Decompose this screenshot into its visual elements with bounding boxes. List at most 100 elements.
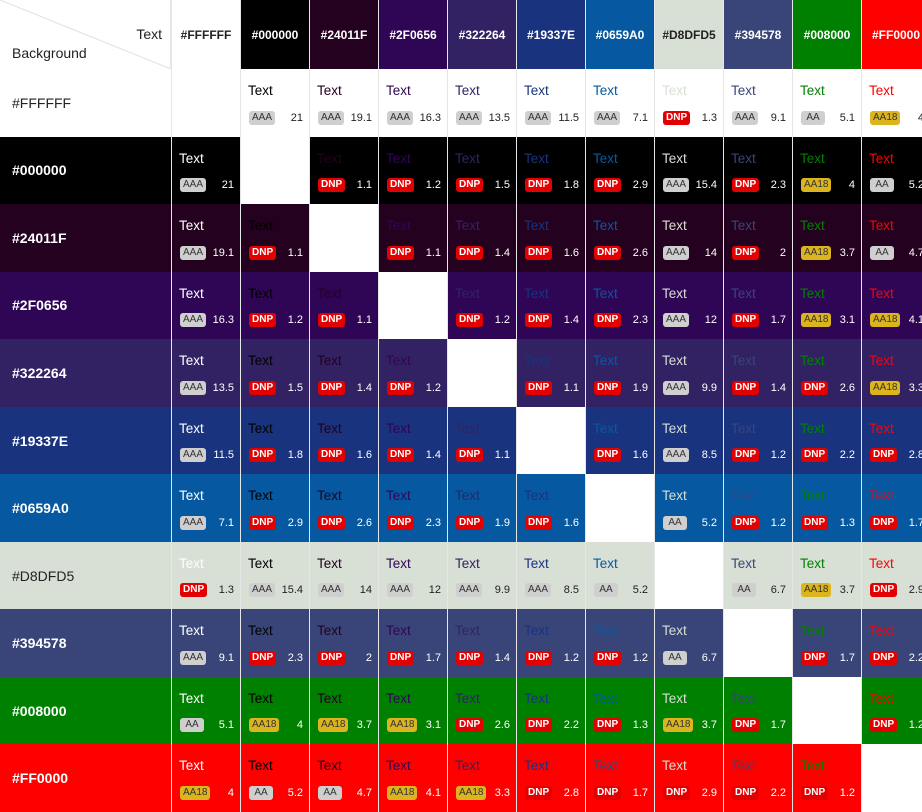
rating-badge: DNP — [594, 448, 622, 463]
rating-badge: AA — [180, 718, 204, 733]
rating-badge: AAA — [249, 583, 276, 598]
contrast-ratio: 2.3 — [632, 314, 648, 327]
contrast-cell: Text AA18 3.1 — [793, 271, 861, 340]
sample-text: Text — [731, 758, 756, 774]
contrast-ratio: 12 — [704, 314, 717, 327]
sample-text: Text — [593, 690, 618, 706]
rating-badge: DNP — [525, 313, 553, 328]
rating-badge: AA18 — [180, 786, 211, 801]
column-header: #24011F — [310, 0, 378, 69]
contrast-cell — [448, 339, 516, 407]
column-header: #322264 — [448, 0, 516, 69]
contrast-ratio: 13.5 — [488, 111, 510, 124]
rating-badge: AAA — [180, 245, 207, 260]
contrast-ratio: 1.4 — [494, 651, 510, 664]
contrast-cell: Text DNP 1.1 — [379, 204, 447, 272]
contrast-ratio: 21 — [221, 179, 234, 192]
contrast-cell: Text DNP 1.6 — [517, 204, 585, 272]
contrast-cell: Text AAA 21 — [172, 136, 240, 205]
sample-text: Text — [386, 623, 411, 639]
rating-badge: DNP — [525, 786, 553, 801]
rating-badge: DNP — [870, 583, 898, 598]
rating-badge: AAA — [180, 313, 207, 328]
contrast-cell: Text DNP 1.2 — [793, 744, 861, 812]
contrast-ratio: 5.1 — [839, 111, 855, 124]
contrast-ratio: 2.9 — [287, 516, 303, 529]
contrast-ratio: 4 — [296, 719, 303, 732]
sample-text: Text — [869, 218, 894, 234]
contrast-cell: Text DNP 1.8 — [241, 406, 309, 475]
contrast-ratio: 2.3 — [770, 179, 786, 192]
rating-badge: DNP — [456, 650, 484, 665]
rating-badge: AAA — [387, 110, 414, 125]
contrast-ratio: 21 — [290, 111, 303, 124]
rating-badge: AA18 — [870, 313, 901, 328]
contrast-cell: Text DNP 2.8 — [517, 744, 585, 812]
contrast-ratio: 2.6 — [839, 381, 855, 394]
rating-badge: AAA — [456, 583, 483, 598]
contrast-cell: Text DNP 1.3 — [586, 676, 654, 745]
sample-text: Text — [800, 623, 825, 639]
rating-badge: AAA — [456, 110, 483, 125]
contrast-cell — [862, 744, 922, 812]
contrast-ratio: 2.3 — [425, 516, 441, 529]
rating-badge: AAA — [663, 448, 690, 463]
contrast-cell: Text DNP 1.9 — [586, 339, 654, 407]
contrast-ratio: 2.6 — [632, 246, 648, 259]
text-axis-label: Text — [136, 26, 162, 42]
row-header: #322264 — [0, 339, 171, 407]
rating-badge: AAA — [249, 110, 276, 125]
column-header: #008000 — [793, 0, 861, 69]
sample-text: Text — [800, 758, 825, 774]
contrast-cell: Text DNP 2.6 — [448, 676, 516, 745]
contrast-ratio: 15.4 — [281, 584, 303, 597]
rating-badge: AA18 — [387, 786, 418, 801]
contrast-cell: Text AAA 9.9 — [448, 541, 516, 610]
sample-text: Text — [317, 150, 342, 166]
rating-badge: DNP — [801, 786, 829, 801]
sample-text: Text — [317, 758, 342, 774]
contrast-ratio: 1.6 — [563, 516, 579, 529]
rating-badge: DNP — [732, 313, 760, 328]
rating-badge: DNP — [249, 313, 277, 328]
rating-badge: DNP — [525, 178, 553, 193]
contrast-cell: Text DNP 1.7 — [586, 744, 654, 812]
contrast-cell: Text DNP 1.2 — [724, 406, 792, 475]
contrast-ratio: 4 — [917, 111, 922, 124]
sample-text: Text — [800, 150, 825, 166]
row-header: #0659A0 — [0, 474, 171, 542]
rating-badge: DNP — [594, 380, 622, 395]
rating-badge: AA — [663, 650, 687, 665]
contrast-ratio: 1.7 — [770, 314, 786, 327]
contrast-ratio: 4 — [227, 787, 234, 800]
contrast-cell: Text DNP 1.1 — [310, 136, 378, 205]
header-corner: Text Background — [0, 0, 171, 69]
sample-text: Text — [179, 353, 204, 369]
rating-badge: AAA — [180, 448, 207, 463]
contrast-ratio: 1.7 — [908, 516, 922, 529]
contrast-cell: Text AA 4.7 — [310, 744, 378, 812]
contrast-ratio: 8.5 — [701, 449, 717, 462]
row-header: #24011F — [0, 204, 171, 272]
rating-badge: DNP — [663, 786, 691, 801]
rating-badge: DNP — [249, 245, 277, 260]
column-header: #2F0656 — [379, 0, 447, 69]
contrast-ratio: 1.2 — [839, 787, 855, 800]
contrast-ratio: 2.2 — [908, 651, 922, 664]
rating-badge: DNP — [249, 448, 277, 463]
contrast-ratio: 1.8 — [563, 179, 579, 192]
sample-text: Text — [524, 285, 549, 301]
sample-text: Text — [800, 488, 825, 504]
contrast-cell: Text AA18 3.3 — [862, 339, 922, 407]
contrast-cell: Text AAA 15.4 — [241, 541, 309, 610]
sample-text: Text — [455, 623, 480, 639]
contrast-ratio: 4.7 — [356, 787, 372, 800]
contrast-cell: Text DNP 1.2 — [586, 609, 654, 677]
sample-text: Text — [317, 285, 342, 301]
contrast-cell: Text AA18 3.7 — [793, 541, 861, 610]
contrast-ratio: 1.2 — [770, 516, 786, 529]
sample-text: Text — [317, 690, 342, 706]
rating-badge: AA18 — [801, 178, 832, 193]
rating-badge: AA — [594, 583, 618, 598]
contrast-cell: Text AAA 19.1 — [172, 204, 240, 272]
